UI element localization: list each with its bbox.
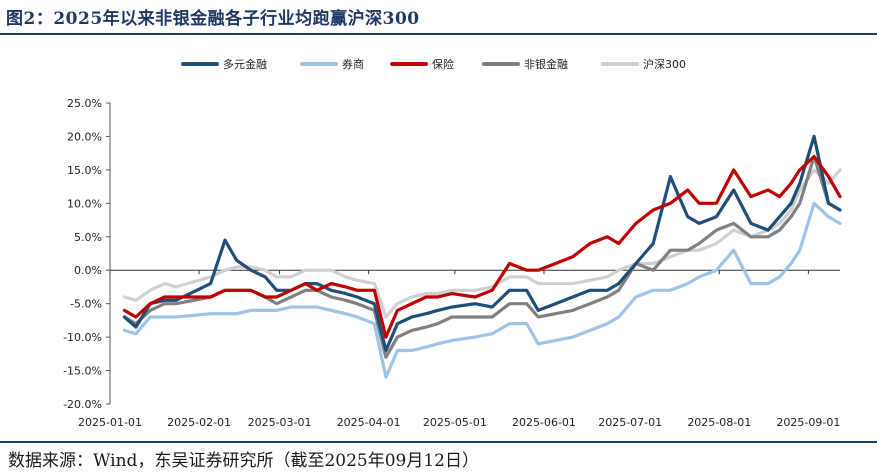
- data-source-note: 数据来源：Wind，东吴证券研究所（截至2025年09月12日）: [8, 446, 479, 471]
- x-tick-label: 2025-08-01: [687, 416, 751, 429]
- chart-legend: 多元金融 券商 保险 非银金融 沪深300: [183, 57, 686, 71]
- x-tick-label: 2025-05-01: [423, 416, 487, 429]
- x-tick-label: 2025-03-01: [248, 416, 312, 429]
- y-tick-label: -20.0%: [63, 398, 102, 411]
- x-tick-label: 2025-04-01: [337, 416, 401, 429]
- y-tick-label: 0.0%: [74, 264, 102, 277]
- x-tick-label: 2025-01-01: [78, 416, 142, 429]
- y-axis: 25.0% 20.0% 15.0% 10.0% 5.0% 0.0% -5.0% -10.0% -…: [63, 97, 110, 411]
- y-tick-label: 25.0%: [67, 97, 102, 110]
- legend-label: 沪深300: [643, 57, 686, 71]
- y-tick-label: -5.0%: [70, 298, 102, 311]
- series-line-3: [124, 157, 840, 338]
- series-line-4: [124, 157, 840, 358]
- y-tick-label: 5.0%: [74, 231, 102, 244]
- x-tick-label: 2025-09-01: [776, 416, 840, 429]
- x-tick-label: 2025-07-01: [598, 416, 662, 429]
- y-tick-label: -10.0%: [63, 331, 102, 344]
- y-tick-label: 10.0%: [67, 197, 102, 210]
- legend-label: 多元金融: [223, 57, 267, 71]
- footer-rule: [0, 441, 877, 443]
- y-tick-label: 15.0%: [67, 164, 102, 177]
- series-layer: [124, 136, 840, 377]
- y-tick-label: -15.0%: [63, 365, 102, 378]
- x-tick-label: 2025-06-01: [512, 416, 576, 429]
- x-tick-label: 2025-02-01: [167, 416, 231, 429]
- legend-label: 保险: [432, 57, 454, 71]
- y-tick-label: 20.0%: [67, 130, 102, 143]
- legend-label: 非银金融: [524, 57, 568, 71]
- legend-label: 券商: [342, 57, 364, 71]
